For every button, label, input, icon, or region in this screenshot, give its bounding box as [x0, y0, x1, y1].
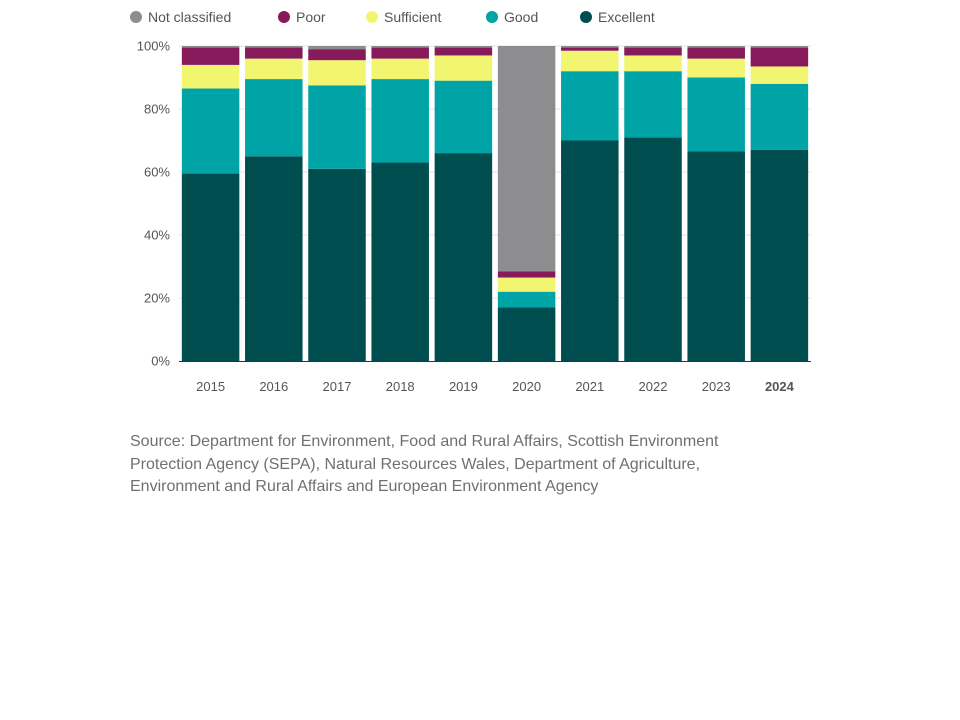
legend-item-poor: Poor — [278, 9, 366, 25]
x-axis-ticks: 2015 2016 2017 2018 2019 2020 2021 2022 2023 2024 — [196, 379, 794, 394]
bar-segment-poor — [750, 47, 809, 67]
bar-segment-poor — [245, 47, 303, 59]
bar-segment-poor — [308, 49, 366, 61]
legend-item-not-classified: Not classified — [130, 9, 278, 25]
bar-segment-sufficient — [561, 50, 619, 72]
stacked-bar-chart: 0%20%40%60%80%100% 2015 2016 2017 2018 2019 2… — [137, 39, 811, 394]
legend-swatch-excellent — [580, 11, 592, 23]
y-tick-label: 100% — [137, 39, 171, 54]
y-tick-label: 60% — [144, 165, 170, 180]
bar-segment-excellent — [181, 173, 240, 361]
legend-label-sufficient: Sufficient — [384, 9, 442, 25]
y-tick-label: 0% — [151, 354, 170, 369]
bar-segment-not-classified — [181, 46, 240, 48]
bar-segment-good — [308, 85, 366, 169]
x-tick-label: 2016 — [259, 379, 288, 394]
x-tick-label: 2017 — [323, 379, 352, 394]
bar-segment-good — [245, 79, 303, 157]
bar-segment-not-classified — [497, 46, 556, 272]
legend-label-not-classified: Not classified — [148, 9, 232, 25]
bar-segment-not-classified — [434, 46, 493, 48]
bar-segment-poor — [561, 47, 619, 51]
x-tick-label: 2019 — [449, 379, 478, 394]
bar-segment-excellent — [245, 156, 303, 361]
legend-label-excellent: Excellent — [598, 9, 655, 25]
x-tick-label: 2023 — [702, 379, 731, 394]
bar-segment-sufficient — [371, 58, 429, 80]
bar-segment-sufficient — [497, 277, 556, 292]
bar-segment-poor — [434, 47, 493, 56]
legend-item-sufficient: Sufficient — [366, 9, 486, 25]
bar-segment-poor — [371, 47, 429, 59]
legend-swatch-poor — [278, 11, 290, 23]
bar-segment-not-classified — [371, 46, 429, 48]
bars — [181, 46, 809, 361]
bar-segment-poor — [624, 47, 682, 56]
bar-segment-not-classified — [561, 46, 619, 48]
y-tick-label: 20% — [144, 291, 170, 306]
bar-segment-good — [624, 71, 682, 138]
legend-item-good: Good — [486, 9, 580, 25]
bar-segment-excellent — [371, 162, 429, 361]
bar-segment-good — [561, 71, 619, 141]
x-tick-label: 2015 — [196, 379, 225, 394]
x-tick-label: 2020 — [512, 379, 541, 394]
source-note: Source: Department for Environment, Food… — [130, 433, 719, 495]
bar-segment-good — [181, 88, 240, 174]
y-axis-ticks: 0% 20% 40% 60% 80% 100% — [137, 39, 171, 369]
bar-segment-poor — [687, 47, 745, 59]
legend-item-excellent: Excellent — [580, 9, 655, 25]
y-tick-label: 40% — [144, 228, 170, 243]
bar-segment-sufficient — [245, 58, 303, 80]
bar-segment-good — [371, 79, 429, 163]
bar-segment-excellent — [497, 307, 556, 361]
legend-swatch-sufficient — [366, 11, 378, 23]
bar-segment-not-classified — [245, 46, 303, 48]
bar-segment-sufficient — [434, 55, 493, 81]
bar-segment-good — [497, 291, 556, 308]
bar-segment-not-classified — [624, 46, 682, 48]
bar-segment-poor — [181, 47, 240, 65]
bar-segment-sufficient — [624, 55, 682, 72]
bar-segment-sufficient — [181, 64, 240, 89]
legend-swatch-not-classified — [130, 11, 142, 23]
bar-segment-excellent — [687, 151, 745, 361]
bar-segment-excellent — [750, 149, 809, 361]
bar-segment-sufficient — [687, 58, 745, 78]
bar-segment-not-classified — [750, 46, 809, 48]
bar-segment-poor — [497, 271, 556, 278]
bar-segment-excellent — [561, 140, 619, 361]
chart-legend: Not classified Poor Sufficient Good Exce… — [130, 7, 655, 27]
bar-segment-excellent — [308, 168, 366, 361]
bar-segment-sufficient — [750, 66, 809, 84]
bar-segment-good — [434, 80, 493, 154]
x-tick-label: 2021 — [575, 379, 604, 394]
x-tick-label: 2022 — [639, 379, 668, 394]
bar-segment-not-classified — [308, 46, 366, 50]
legend-label-poor: Poor — [296, 9, 326, 25]
bar-segment-good — [687, 77, 745, 152]
bar-segment-not-classified — [687, 46, 745, 48]
y-tick-label: 80% — [144, 102, 170, 117]
legend-label-good: Good — [504, 9, 539, 25]
bar-segment-excellent — [624, 137, 682, 361]
bar-segment-good — [750, 83, 809, 150]
bar-segment-sufficient — [308, 60, 366, 86]
legend-swatch-good — [486, 11, 498, 23]
x-tick-label: 2024 — [765, 379, 795, 394]
bar-segment-excellent — [434, 153, 493, 361]
x-tick-label: 2018 — [386, 379, 415, 394]
